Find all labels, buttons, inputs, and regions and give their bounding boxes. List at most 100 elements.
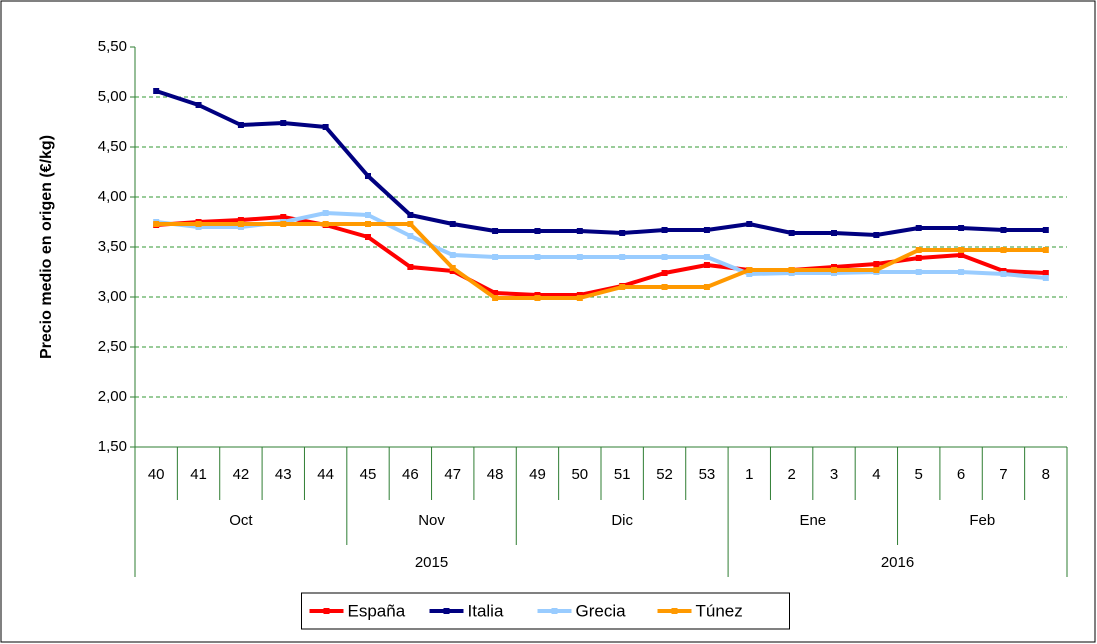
series-marker	[746, 271, 753, 277]
y-tick-label: 5,00	[98, 88, 127, 105]
series-marker	[407, 233, 414, 239]
x-tick-label: 5	[915, 466, 923, 483]
legend-marker	[443, 608, 450, 614]
series-marker	[1042, 275, 1049, 281]
series-marker	[449, 252, 456, 258]
series-marker	[958, 252, 965, 258]
series-marker	[873, 261, 880, 267]
series-marker	[365, 234, 371, 240]
y-axis-title: Precio medio en origen (€/kg)	[38, 135, 55, 359]
series-marker	[788, 267, 795, 273]
month-label: Dic	[611, 512, 633, 529]
x-tick-label: 3	[830, 466, 838, 483]
series-marker	[661, 254, 668, 260]
x-tick-label: 7	[999, 466, 1007, 483]
series-marker	[407, 221, 414, 227]
series-marker	[661, 270, 668, 276]
series-marker	[492, 228, 499, 234]
x-tick-label: 40	[148, 466, 165, 483]
series-marker	[153, 221, 160, 227]
series-marker	[746, 267, 753, 273]
series-marker	[661, 227, 668, 233]
legend-label: Italia	[468, 601, 504, 620]
y-tick-label: 2,00	[98, 388, 127, 405]
series-marker	[280, 214, 287, 220]
series-marker	[703, 284, 710, 290]
series-marker	[237, 217, 244, 223]
y-tick-label: 3,50	[98, 238, 127, 255]
series-marker	[915, 269, 922, 275]
x-tick-label: 51	[614, 466, 631, 483]
x-tick-label: 41	[190, 466, 207, 483]
series-marker	[576, 254, 583, 260]
series-marker	[280, 221, 287, 227]
series-marker	[1000, 227, 1007, 233]
series-marker	[492, 295, 499, 301]
legend-marker	[551, 608, 558, 614]
series-marker	[576, 228, 583, 234]
series-line	[156, 222, 1046, 300]
series-marker	[534, 254, 541, 260]
series-marker	[831, 267, 837, 273]
x-tick-label: 52	[656, 466, 673, 483]
series-marker	[449, 265, 456, 271]
y-tick-label: 2,50	[98, 338, 127, 355]
series-marker	[322, 124, 329, 130]
y-tick-label: 4,50	[98, 138, 127, 155]
y-tick-label: 1,50	[98, 438, 127, 455]
x-tick-label: 43	[275, 466, 292, 483]
y-tick-label: 3,00	[98, 288, 127, 305]
series-marker	[619, 254, 626, 260]
month-label: Feb	[969, 512, 995, 529]
series-marker	[788, 230, 795, 236]
series-marker	[1042, 227, 1049, 233]
legend-label: Grecia	[576, 601, 627, 620]
series-marker	[449, 221, 456, 227]
month-label: Ene	[799, 512, 826, 529]
series-marker	[1042, 247, 1049, 253]
series-marker	[873, 267, 880, 273]
series-marker	[703, 262, 710, 268]
series-marker	[237, 221, 244, 227]
series-marker	[958, 269, 965, 275]
y-tick-label: 5,50	[98, 38, 127, 55]
series-marker	[534, 228, 541, 234]
series-marker	[492, 290, 499, 296]
series-marker	[153, 88, 160, 94]
legend-label: España	[348, 601, 406, 620]
series-marker	[280, 120, 287, 126]
y-tick-label: 4,00	[98, 188, 127, 205]
x-tick-label: 1	[745, 466, 753, 483]
legend-marker	[671, 608, 678, 614]
x-tick-label: 4	[872, 466, 880, 483]
series-marker	[619, 230, 626, 236]
series-marker	[407, 212, 414, 218]
x-tick-label: 6	[957, 466, 965, 483]
x-tick-label: 49	[529, 466, 546, 483]
series-line	[155, 89, 1046, 237]
year-label: 2015	[415, 554, 448, 571]
series-marker	[915, 255, 922, 261]
x-tick-label: 48	[487, 466, 504, 483]
series-marker	[703, 254, 710, 260]
series-marker	[915, 225, 922, 231]
series-marker	[365, 173, 371, 179]
series-marker	[1042, 270, 1049, 276]
month-label: Oct	[229, 512, 253, 529]
series-marker	[661, 284, 668, 290]
series-marker	[1000, 247, 1007, 253]
series-marker	[703, 227, 710, 233]
legend-marker	[323, 608, 330, 614]
series-marker	[576, 295, 583, 301]
series-marker	[365, 221, 371, 227]
x-tick-label: 44	[317, 466, 334, 483]
x-tick-label: 8	[1042, 466, 1050, 483]
series-marker	[322, 210, 329, 216]
x-tick-label: 45	[360, 466, 377, 483]
series-marker	[746, 221, 753, 227]
series-marker	[958, 247, 965, 253]
month-label: Nov	[418, 512, 445, 529]
series-marker	[958, 225, 965, 231]
